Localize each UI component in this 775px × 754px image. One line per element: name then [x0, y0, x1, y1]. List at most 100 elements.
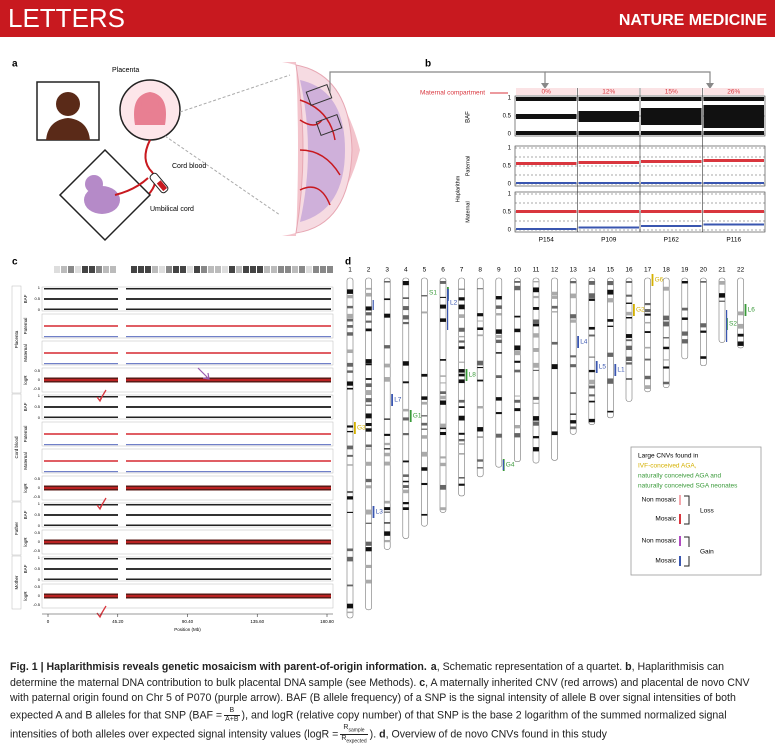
column-header	[641, 88, 702, 95]
track-data	[44, 433, 118, 435]
track-data	[44, 416, 118, 418]
red-arrow	[96, 605, 107, 619]
chromosome-band	[402, 433, 409, 436]
ideogram-band	[285, 266, 291, 273]
chromosome-band	[440, 318, 446, 322]
chromosome-band	[458, 483, 465, 486]
chromosome-band	[347, 318, 353, 322]
paternal-label: Paternal	[465, 156, 471, 177]
cnv-mark	[614, 364, 617, 376]
chromosome-band	[588, 379, 595, 385]
chromosome-band	[384, 313, 391, 318]
chromosome-band	[570, 413, 577, 415]
chromosome-band	[347, 548, 353, 552]
chromosome-band	[514, 360, 521, 363]
chromosome-band	[347, 289, 353, 294]
tick-label: 0	[38, 577, 41, 582]
chromosome-band	[570, 319, 577, 323]
chromosome-band	[644, 331, 651, 333]
chromosome-band	[347, 556, 353, 562]
chromosome-band	[626, 378, 632, 380]
chromosome-band	[700, 330, 707, 333]
cord-blood-label: Cord blood	[172, 163, 206, 170]
chromosome-band	[365, 320, 372, 323]
chromosome-band	[533, 307, 539, 310]
chromosome-band	[663, 315, 670, 321]
chromosome-number: 8	[478, 267, 482, 274]
chromosome-band	[495, 329, 502, 334]
baf-band	[578, 97, 639, 101]
chromosome-band	[477, 360, 484, 366]
group-label: Placenta	[14, 330, 19, 348]
ideogram-band	[264, 266, 270, 273]
caption-text: a	[430, 661, 437, 673]
track-label: BAF	[23, 510, 28, 519]
chromosome-number: 12	[551, 267, 559, 274]
chromosome-band	[365, 383, 372, 388]
chromosome-band	[700, 281, 707, 283]
track-frame	[41, 340, 334, 366]
chromosome-band	[458, 439, 465, 442]
chromosome-band	[402, 507, 409, 510]
bracket	[329, 71, 546, 92]
chromosome-band	[347, 349, 353, 354]
chromosome-band	[626, 281, 632, 283]
chromosome-band	[421, 422, 428, 426]
track-data	[126, 298, 331, 300]
ideogram-band	[299, 266, 305, 273]
track-data	[44, 504, 118, 506]
tick-label: 0.5	[34, 476, 40, 481]
cnv-mark	[409, 410, 412, 422]
chromosome-band	[533, 416, 539, 421]
chromosome-band	[440, 359, 446, 361]
chromosome-band	[477, 320, 484, 322]
chromosome-band	[458, 399, 465, 403]
tick-label: 1	[508, 96, 512, 102]
caption-text: BAF =	[192, 709, 223, 722]
chromosome-band	[495, 375, 502, 379]
chromosome-band	[626, 317, 632, 319]
chromosome-band	[588, 293, 595, 298]
chromosome-band	[384, 511, 391, 513]
chromosome-band	[570, 364, 577, 368]
track-label: Paternal	[23, 318, 28, 335]
chromosome-band	[533, 396, 539, 400]
group-label: Father	[14, 522, 19, 536]
chromosome-band	[588, 369, 595, 373]
arrow-head	[706, 83, 714, 89]
chromosome-band	[514, 315, 521, 318]
chromosome-band	[681, 339, 688, 344]
chromosome-band	[588, 281, 595, 285]
chromosome-band	[533, 436, 539, 439]
tick-label: 0	[38, 377, 41, 382]
ideogram-band	[131, 266, 137, 273]
chromosome-band	[533, 333, 539, 338]
track-frame	[41, 421, 334, 447]
cnv-line	[372, 300, 374, 310]
fraction: Rsample Rexpected	[340, 724, 368, 746]
ideogram-band	[201, 266, 207, 273]
chromosome-band	[737, 323, 744, 329]
panel-label: a	[12, 59, 18, 70]
ideogram-band	[173, 266, 179, 273]
chromosome-band	[440, 507, 446, 511]
group-frame	[11, 555, 22, 610]
track-data	[44, 363, 118, 365]
panel-label: c	[12, 257, 18, 268]
track-frame	[41, 475, 334, 501]
ideogram-band	[138, 266, 144, 273]
column-header	[703, 88, 764, 95]
panel-label: b	[425, 59, 431, 70]
tick-label: -0.5	[33, 548, 41, 553]
ideogram-band	[96, 266, 102, 273]
chromosome-band	[365, 428, 372, 432]
column-header	[578, 88, 639, 95]
red-arrow	[96, 389, 107, 403]
track-label: BAF	[23, 564, 28, 573]
chromosome-band	[384, 345, 391, 349]
chromosome-band	[607, 281, 614, 286]
chromosome-band	[514, 424, 521, 429]
chromosome-band	[737, 333, 744, 337]
ideogram-band	[271, 266, 277, 273]
